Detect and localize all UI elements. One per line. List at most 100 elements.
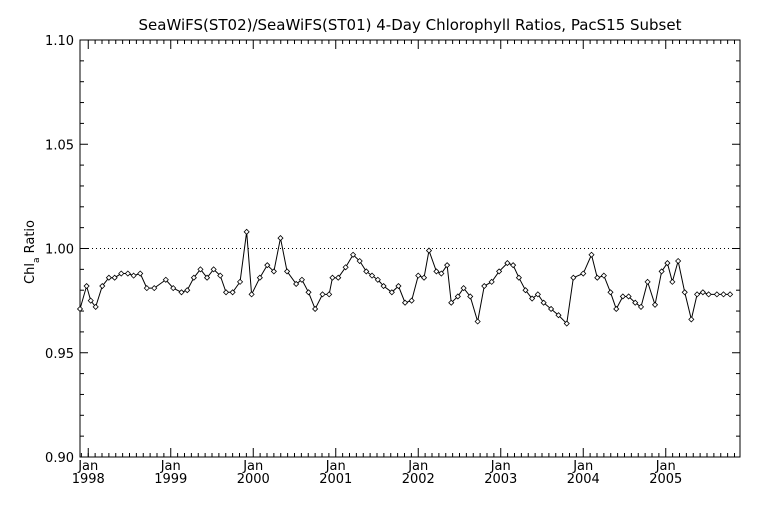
x-tick-month-label: Jan [160, 459, 181, 474]
chart-title: SeaWiFS(ST02)/SeaWiFS(ST01) 4-Day Chloro… [139, 16, 682, 34]
data-point [632, 299, 639, 306]
data-point [515, 274, 522, 281]
data-point [433, 268, 440, 275]
x-tick-month-label: Jan [655, 459, 676, 474]
y-tick-label: 0.95 [45, 347, 74, 362]
data-point [243, 228, 250, 235]
data-point [548, 305, 555, 313]
data-point [170, 285, 177, 292]
data-point [504, 260, 511, 267]
y-tick-label: 1.05 [45, 138, 74, 153]
x-tick-month-label: Jan [572, 459, 593, 474]
data-point [448, 299, 455, 306]
data-point [425, 247, 433, 254]
data-point [713, 291, 720, 298]
y-tick-label: 1.10 [45, 34, 74, 49]
series-line [79, 231, 731, 325]
x-tick-year-label: 1998 [72, 472, 105, 487]
data-point [625, 293, 632, 300]
data-point [727, 291, 734, 298]
x-tick-year-label: 2001 [319, 472, 352, 487]
data-point [688, 316, 695, 323]
data-point [658, 268, 665, 275]
data-point [312, 305, 319, 313]
data-point [613, 305, 620, 313]
data-point [264, 262, 271, 269]
data-point [197, 266, 204, 273]
data-point [720, 291, 727, 298]
data-point [326, 291, 333, 298]
x-tick-month-label: Jan [325, 459, 346, 474]
data-point [380, 282, 387, 290]
data-point [510, 262, 517, 269]
data-point [460, 285, 467, 292]
data-point [270, 268, 277, 275]
data-point [229, 289, 236, 296]
data-point [305, 289, 312, 296]
x-tick-month-label: Jan [407, 459, 428, 474]
data-point [298, 276, 305, 283]
data-point [124, 270, 131, 277]
data-point [368, 272, 376, 279]
data-point [669, 278, 676, 285]
data-point [236, 278, 244, 285]
data-point [99, 282, 106, 290]
data-point [408, 297, 415, 304]
data-point [588, 251, 595, 258]
data-point [675, 257, 682, 265]
data-point [356, 257, 363, 265]
data-point [694, 291, 701, 298]
data-point [388, 289, 395, 296]
data-point [374, 276, 381, 283]
data-point [619, 293, 626, 300]
data-point [529, 295, 536, 302]
data-point [87, 297, 94, 304]
data-point [681, 289, 688, 296]
x-tick-year-label: 2005 [649, 472, 682, 487]
data-point [438, 270, 445, 277]
data-point [256, 274, 263, 281]
data-point [76, 305, 84, 313]
data-point [705, 291, 712, 298]
data-point [151, 285, 158, 292]
data-point [644, 278, 651, 285]
data-point [210, 266, 217, 273]
x-tick-year-label: 2002 [402, 472, 435, 487]
data-point [178, 289, 185, 296]
x-tick-year-label: 2003 [484, 472, 517, 487]
x-tick-year-label: 1999 [154, 472, 187, 487]
x-tick-year-label: 2004 [567, 472, 600, 487]
data-point [130, 272, 137, 279]
data-point [284, 268, 291, 275]
data-point [118, 270, 125, 277]
data-point [594, 274, 601, 281]
data-point [467, 293, 474, 300]
data-point [190, 274, 197, 281]
data-point [580, 270, 587, 277]
data-point [222, 289, 230, 296]
data-point [420, 274, 428, 281]
data-point [555, 312, 562, 319]
x-tick-month-label: Jan [490, 459, 511, 474]
data-point [444, 262, 451, 269]
y-tick-label: 1.00 [45, 243, 74, 258]
y-tick-label: 0.90 [45, 451, 74, 466]
data-point [83, 282, 90, 290]
data-point [92, 303, 99, 310]
data-point [137, 270, 144, 277]
data-point [474, 318, 481, 325]
data-point [342, 264, 349, 271]
data-point [699, 289, 706, 296]
data-point [329, 274, 336, 281]
data-point [401, 299, 409, 306]
data-point [105, 274, 112, 281]
data-point [488, 278, 495, 285]
x-tick-month-label: Jan [242, 459, 263, 474]
data-point [111, 274, 118, 281]
data-point [664, 260, 671, 267]
data-point [162, 276, 169, 283]
data-point [363, 268, 370, 275]
data-point [350, 251, 357, 258]
data-point [335, 274, 342, 281]
